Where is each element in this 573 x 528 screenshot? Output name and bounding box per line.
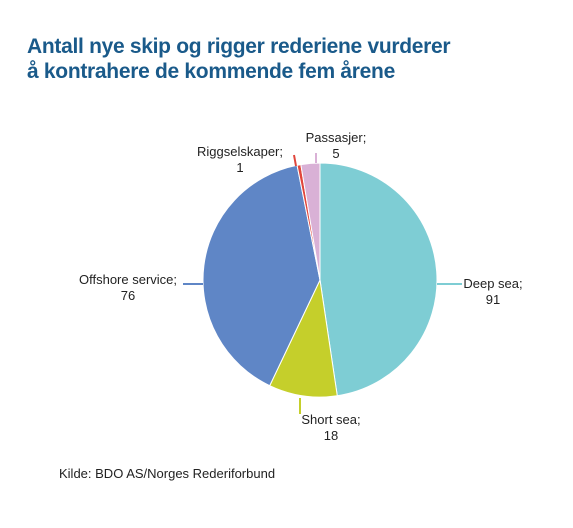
slice-value-passasjer: 5 <box>332 146 339 161</box>
pie-slice-offshore-service <box>202 164 321 387</box>
slice-label-deep-sea: Deep sea; <box>463 276 522 291</box>
chart-title-line-1: Antall nye skip og rigger rederiene vurd… <box>27 35 451 58</box>
pie-slice-passasjer <box>300 162 321 281</box>
slice-label-riggselskaper: Riggselskaper; <box>197 144 283 159</box>
chart-title: Antall nye skip og rigger rederiene vurd… <box>27 34 547 84</box>
pie-slice-deep-sea <box>319 162 438 397</box>
chart-title-line-2: å kontrahere de kommende fem årene <box>27 60 395 83</box>
slice-label-short-sea: Short sea; <box>301 412 360 427</box>
slice-value-offshore-service: 76 <box>121 288 135 303</box>
slice-value-deep-sea: 91 <box>486 292 500 307</box>
source-note: Kilde: BDO AS/Norges Rederiforbund <box>59 466 276 481</box>
slice-value-short-sea: 18 <box>324 428 338 443</box>
slice-value-riggselskaper: 1 <box>236 160 243 175</box>
slice-label-offshore-service: Offshore service; <box>79 272 177 287</box>
slice-label-passasjer: Passasjer; <box>306 130 367 145</box>
leader-line-riggselskaper <box>293 154 297 167</box>
